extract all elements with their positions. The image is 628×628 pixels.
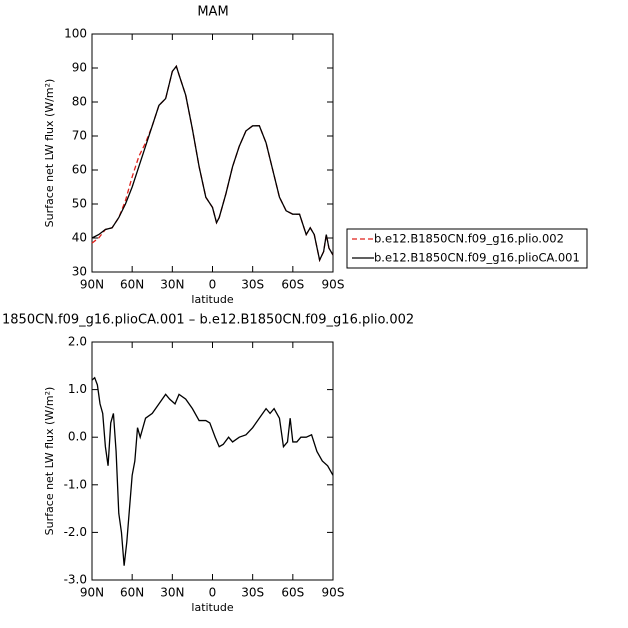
x-tick-label: 30S [241, 586, 264, 600]
legend-label: b.e12.B1850CN.f09_g16.plioCA.001 [374, 251, 580, 265]
x-tick-label: 90N [80, 586, 104, 600]
y-tick-label: -2.0 [64, 525, 87, 539]
y-axis-label: Surface net LW flux (W/m²) [43, 79, 56, 228]
y-tick-label: 100 [64, 27, 87, 41]
y-axis-label: Surface net LW flux (W/m²) [43, 387, 56, 536]
y-tick-label: -1.0 [64, 477, 87, 491]
x-tick-label: 90S [322, 586, 345, 600]
series-line [91, 64, 334, 263]
y-tick-label: -3.0 [64, 573, 87, 587]
x-tick-label: 90S [322, 278, 345, 292]
plot-frame [91, 33, 334, 273]
y-tick-label: 2.0 [68, 335, 87, 349]
y-tick-label: 0.0 [68, 430, 87, 444]
y-tick-label: 70 [72, 129, 87, 143]
y-tick-label: 60 [72, 163, 87, 177]
x-tick-label: 60S [281, 586, 304, 600]
y-tick-label: 90 [72, 61, 87, 75]
y-tick-label: 80 [72, 95, 87, 109]
plot-frame [91, 341, 334, 581]
chart-title: 1850CN.f09_g16.plioCA.001 – b.e12.B1850C… [2, 313, 414, 328]
x-tick-label: 30S [241, 278, 264, 292]
y-tick-label: 1.0 [68, 382, 87, 396]
x-tick-label: 60S [281, 278, 304, 292]
x-tick-label: 30N [160, 278, 184, 292]
x-tick-label: 0 [209, 586, 217, 600]
x-tick-label: 90N [80, 278, 104, 292]
x-tick-label: 0 [209, 278, 217, 292]
chart-title: MAM [197, 5, 228, 20]
series-line [91, 64, 334, 263]
x-tick-label: 60N [120, 586, 144, 600]
legend-box [346, 228, 588, 269]
y-tick-label: 40 [72, 231, 87, 245]
y-tick-label: 50 [72, 197, 87, 211]
legend-label: b.e12.B1850CN.f09_g16.plio.002 [374, 232, 564, 246]
y-tick-label: 30 [72, 265, 87, 279]
x-axis-label: latitude [191, 293, 233, 306]
series-line [91, 376, 334, 566]
x-tick-label: 30N [160, 586, 184, 600]
x-axis-label: latitude [191, 601, 233, 614]
x-tick-label: 60N [120, 278, 144, 292]
